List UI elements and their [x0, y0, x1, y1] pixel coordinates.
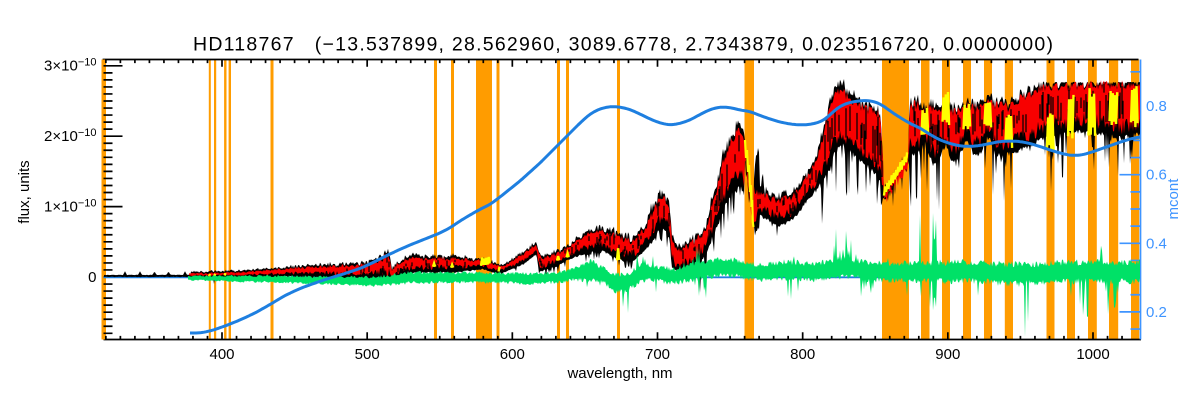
svg-text:900: 900 [935, 346, 960, 363]
svg-text:HD118767 (−13.537899, 28.562: HD118767 (−13.537899, 28.562960, 3089.67… [193, 34, 1053, 56]
svg-text:mcont: mcont [1165, 178, 1182, 220]
svg-text:0.6: 0.6 [1146, 167, 1167, 184]
svg-text:0.8: 0.8 [1146, 98, 1167, 115]
svg-text:400: 400 [209, 346, 234, 363]
svg-text:0: 0 [88, 269, 96, 286]
svg-text:1000: 1000 [1076, 346, 1109, 363]
svg-text:wavelength, nm: wavelength, nm [566, 365, 672, 382]
svg-text:flux, units: flux, units [16, 160, 33, 223]
svg-text:700: 700 [645, 346, 670, 363]
svg-text:500: 500 [355, 346, 380, 363]
svg-text:600: 600 [500, 346, 525, 363]
svg-text:800: 800 [790, 346, 815, 363]
svg-text:0.4: 0.4 [1146, 235, 1167, 252]
svg-text:0.2: 0.2 [1146, 304, 1167, 321]
